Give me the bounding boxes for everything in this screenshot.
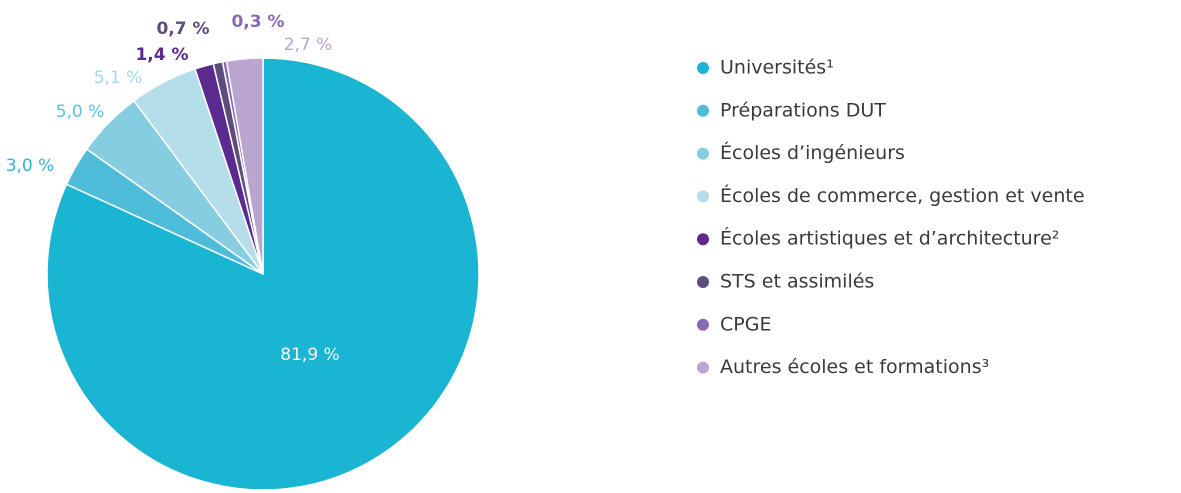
pie-slice xyxy=(225,57,264,275)
legend-label: Écoles artistiques et d’architecture² xyxy=(720,227,1059,250)
legend-label: Universités¹ xyxy=(720,57,834,79)
legend-label: Écoles de commerce, gestion et vente xyxy=(720,184,1085,207)
legend-label: Autres écoles et formations³ xyxy=(720,356,989,378)
legend-marker xyxy=(697,62,709,74)
value-label: 2,7 % xyxy=(284,35,333,55)
legend-marker xyxy=(697,190,709,203)
legend-marker xyxy=(697,233,709,246)
value-label: 0,7 % xyxy=(156,19,209,39)
legend-marker xyxy=(697,276,709,288)
legend-marker xyxy=(697,147,709,160)
value-label: 3,0 % xyxy=(6,156,55,176)
value-label: 5,0 % xyxy=(56,102,105,122)
legend-label: STS et assimilés xyxy=(720,271,874,293)
legend-label: CPGE xyxy=(720,313,771,335)
value-label: 0,3 % xyxy=(231,12,284,32)
legend-label: Écoles d’ingénieurs xyxy=(720,141,905,164)
legend-marker xyxy=(697,318,709,331)
value-label: 1,4 % xyxy=(135,45,188,65)
legend-label: Préparations DUT xyxy=(720,99,886,121)
value-label: 81,9 % xyxy=(280,345,339,365)
value-label: 5,1 % xyxy=(94,68,143,88)
legend-marker xyxy=(697,361,709,374)
legend-marker xyxy=(697,104,709,117)
